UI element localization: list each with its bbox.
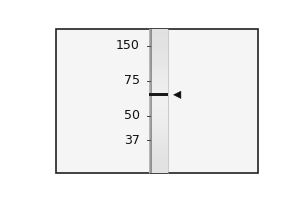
- Text: 50: 50: [124, 109, 140, 122]
- Bar: [149, 54, 168, 58]
- Bar: [149, 152, 168, 155]
- Bar: [149, 155, 168, 159]
- Bar: [149, 58, 168, 61]
- Bar: [149, 72, 168, 76]
- Bar: [149, 39, 168, 43]
- Bar: [149, 141, 168, 144]
- Bar: [149, 83, 168, 87]
- Bar: [149, 134, 168, 137]
- Bar: [149, 61, 168, 65]
- Bar: [149, 163, 168, 166]
- Text: 37: 37: [124, 134, 140, 147]
- Bar: [149, 29, 152, 173]
- Bar: [149, 108, 168, 112]
- Bar: [149, 29, 168, 173]
- Bar: [149, 32, 168, 36]
- Bar: [149, 87, 168, 90]
- Bar: [149, 130, 168, 134]
- Text: 75: 75: [124, 74, 140, 87]
- Bar: [149, 94, 168, 97]
- Bar: [149, 93, 168, 96]
- Bar: [149, 65, 168, 68]
- Bar: [151, 29, 152, 173]
- Bar: [149, 47, 168, 50]
- Bar: [149, 112, 168, 115]
- Bar: [149, 50, 168, 54]
- Bar: [150, 29, 152, 173]
- Bar: [149, 159, 168, 163]
- Bar: [149, 97, 168, 101]
- Bar: [151, 29, 152, 173]
- Bar: [149, 137, 168, 141]
- Bar: [149, 76, 168, 79]
- Bar: [149, 29, 168, 32]
- Bar: [151, 29, 152, 173]
- Bar: [150, 29, 152, 173]
- Bar: [149, 166, 168, 170]
- Bar: [149, 170, 168, 173]
- Bar: [149, 144, 168, 148]
- Bar: [149, 79, 168, 83]
- Bar: [149, 90, 168, 94]
- Bar: [149, 119, 168, 123]
- Bar: [149, 148, 168, 152]
- Bar: [149, 105, 168, 108]
- Bar: [151, 29, 152, 173]
- Bar: [149, 68, 168, 72]
- Bar: [149, 101, 168, 105]
- Bar: [149, 126, 168, 130]
- Bar: [56, 29, 258, 173]
- Bar: [149, 36, 168, 39]
- Bar: [150, 29, 152, 173]
- Polygon shape: [173, 91, 181, 99]
- Bar: [149, 115, 168, 119]
- Bar: [149, 29, 152, 173]
- Bar: [149, 43, 168, 47]
- Text: 150: 150: [116, 39, 140, 52]
- Bar: [149, 123, 168, 126]
